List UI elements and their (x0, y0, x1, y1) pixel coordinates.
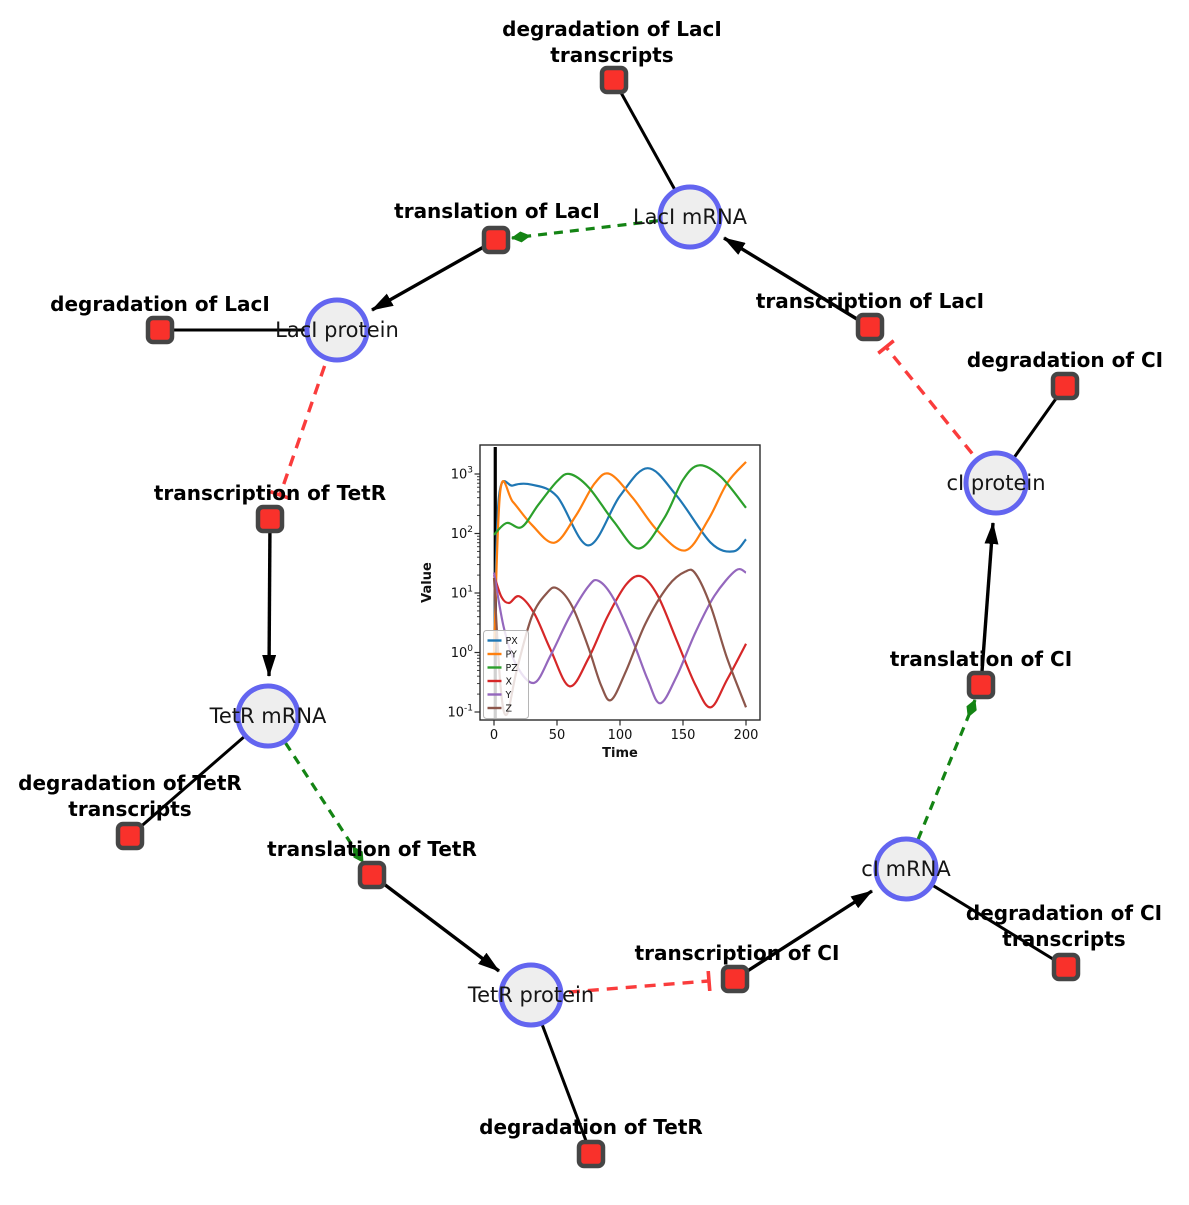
reaction-label: translation of TetR (267, 837, 477, 861)
reaction-degradation-of-laci-transcripts: degradation of LacI transcripts (502, 17, 722, 95)
reaction-label: transcription of TetR (154, 481, 386, 505)
reaction-label: transcription of CI (635, 941, 840, 965)
species-layer: LacI mRNA LacI protein cI protein TetR m… (209, 184, 1046, 1028)
edge-transcription-ci-to-ci-mrna (734, 889, 873, 981)
legend-label-PX: PX (506, 636, 519, 647)
reaction-label: translation of LacI (394, 199, 600, 223)
x-tick-label: 150 (671, 728, 696, 743)
legend-label-PY: PY (506, 650, 518, 661)
reaction-translation-of-tetr: translation of TetR (267, 837, 477, 890)
species-ci-mrna: cI mRNA (861, 836, 951, 902)
species-label: TetR mRNA (209, 704, 327, 728)
legend-label-PZ: PZ (506, 663, 519, 674)
reaction-translation-of-laci: translation of LacI (394, 199, 600, 255)
reaction-label: degradation of CI (966, 901, 1162, 925)
reaction-label: transcripts (68, 797, 191, 821)
reaction-square[interactable] (576, 1139, 606, 1169)
reaction-transcription-of-laci: transcription of LacI (756, 289, 984, 342)
reaction-degradation-of-ci-transcripts: degradation of CI transcripts (966, 901, 1162, 982)
species-label: LacI protein (275, 318, 399, 342)
reaction-square[interactable] (720, 964, 750, 994)
reaction-translation-of-ci: translation of CI (890, 647, 1072, 700)
y-tick-label: 103 (451, 466, 473, 483)
y-tick-label: 100 (451, 644, 474, 661)
legend-label-Y: Y (505, 690, 512, 701)
reaction-transcription-of-ci: transcription of CI (635, 941, 840, 994)
reaction-square[interactable] (115, 821, 145, 851)
x-axis-title: Time (602, 746, 638, 761)
series-line-X (492, 574, 747, 709)
y-tick-label: 101 (451, 585, 473, 602)
reaction-square[interactable] (855, 312, 885, 342)
edge-transcription-laci-to-laci-mrna (723, 236, 871, 329)
species-circle[interactable] (963, 450, 1029, 516)
reaction-square[interactable] (255, 504, 285, 534)
y-axis-title: Value (420, 562, 435, 603)
reaction-degradation-of-ci: degradation of CI (967, 348, 1163, 401)
reaction-degradation-of-tetr-transcripts: degradation of TetR transcripts (18, 771, 242, 851)
species-label: cI mRNA (861, 857, 951, 881)
x-tick-label: 100 (608, 728, 633, 743)
species-label: cI protein (946, 471, 1045, 495)
reaction-label: degradation of CI (967, 348, 1163, 372)
inset-plot: 0 50 100 150 20010-1100101102103TimeValuePXP… (420, 444, 761, 761)
reaction-degradation-of-tetr: degradation of TetR (479, 1115, 703, 1169)
edge-translation-laci-to-laci-protein (371, 238, 497, 312)
reaction-label: degradation of TetR (479, 1115, 703, 1139)
series-line-PZ (493, 464, 747, 550)
legend-label-X: X (506, 677, 513, 688)
edge-transcription-tetr-to-tetr-mrna (262, 518, 277, 677)
reaction-square[interactable] (1050, 371, 1080, 401)
reaction-square[interactable] (357, 860, 387, 890)
species-laci-protein: LacI protein (275, 297, 399, 363)
species-circle[interactable] (304, 297, 370, 363)
edge-translation-ci-to-ci-protein (979, 522, 999, 686)
reaction-label: transcripts (1002, 927, 1125, 951)
x-tick-label: 50 (549, 728, 566, 743)
species-circle[interactable] (657, 184, 723, 250)
reaction-square[interactable] (145, 315, 175, 345)
reaction-square[interactable] (599, 65, 629, 95)
plot-legend: PX PY PZ XYZ (483, 630, 529, 719)
species-label: TetR protein (467, 983, 594, 1007)
reaction-layer: degradation of LacI transcripts translat… (18, 17, 1163, 1169)
series-line-Y (492, 567, 747, 705)
reaction-square[interactable] (966, 670, 996, 700)
y-tick-label: 102 (451, 525, 473, 542)
y-tick-label: 10-1 (447, 704, 473, 721)
species-label: LacI mRNA (633, 205, 748, 229)
species-circle[interactable] (235, 683, 301, 749)
reaction-transcription-of-tetr: transcription of TetR (154, 481, 386, 534)
reaction-label: translation of CI (890, 647, 1072, 671)
legend-box (483, 630, 529, 719)
reaction-label: degradation of TetR (18, 771, 242, 795)
species-laci-mrna: LacI mRNA (633, 184, 748, 250)
x-tick-label: 0 (490, 728, 498, 743)
reaction-square[interactable] (1051, 952, 1081, 982)
species-tetr-mrna: TetR mRNA (209, 683, 327, 749)
reaction-label: transcripts (550, 43, 673, 67)
x-tick-label: 200 (734, 728, 759, 743)
reaction-square[interactable] (481, 225, 511, 255)
edge-laci-mrna-modifies-translation (511, 215, 691, 243)
edge-ci-mrna-modifies-translation (904, 699, 977, 870)
reaction-label: degradation of LacI (50, 292, 270, 316)
reaction-label: degradation of LacI (502, 17, 722, 41)
species-circle[interactable] (498, 962, 564, 1028)
species-circle[interactable] (873, 836, 939, 902)
legend-label-Z: Z (506, 704, 513, 715)
species-tetr-protein: TetR protein (467, 962, 594, 1028)
reaction-degradation-of-laci: degradation of LacI (50, 292, 270, 345)
edge-translation-tetr-to-tetr-protein (370, 873, 501, 973)
reaction-label: transcription of LacI (756, 289, 984, 313)
edge-tetr-mrna-modifies-translation (266, 715, 365, 863)
species-ci-protein: cI protein (946, 450, 1046, 516)
series-line-PY (492, 461, 747, 653)
